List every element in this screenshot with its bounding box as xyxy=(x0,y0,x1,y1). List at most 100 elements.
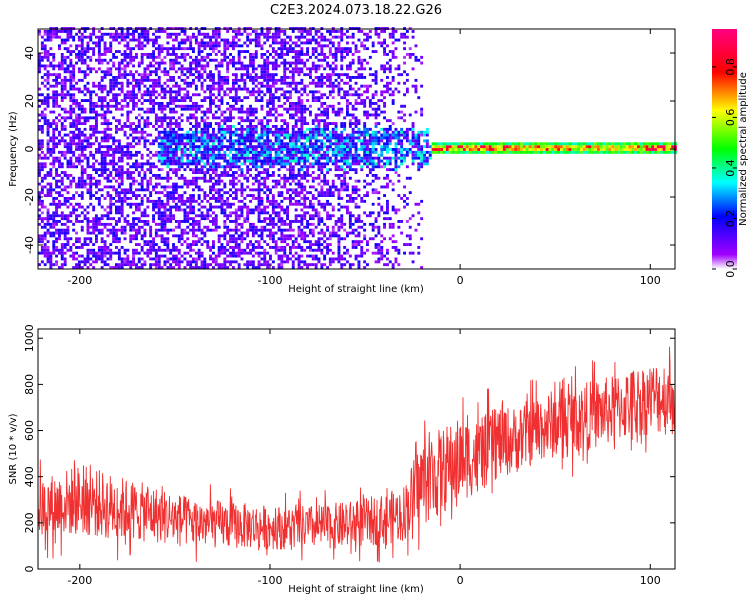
heatmap-cell xyxy=(129,53,133,56)
heatmap-cell xyxy=(189,246,193,249)
heatmap-cell xyxy=(309,205,312,209)
heatmap-cell xyxy=(223,257,227,261)
heatmap-cell xyxy=(189,99,193,102)
heatmap-cell xyxy=(291,125,295,128)
heatmap-cell xyxy=(86,260,90,264)
heatmap-cell xyxy=(132,99,135,102)
heatmap-cell xyxy=(311,202,315,206)
heatmap-cell xyxy=(103,70,107,74)
heatmap-cell xyxy=(95,217,98,221)
heatmap-cell xyxy=(309,113,312,117)
heatmap-cell xyxy=(132,30,135,33)
heatmap-cell xyxy=(174,162,178,166)
heatmap-cell xyxy=(52,234,56,238)
heatmap-cell xyxy=(283,78,287,82)
heatmap-cell xyxy=(237,116,241,120)
heatmap-cell xyxy=(269,228,272,232)
heatmap-cell xyxy=(203,231,207,235)
heatmap-cell xyxy=(58,220,61,223)
heatmap-cell xyxy=(115,199,118,203)
heatmap-cell xyxy=(223,165,227,169)
heatmap-cell xyxy=(303,185,307,189)
heatmap-cell xyxy=(300,93,304,97)
heatmap-cell xyxy=(169,58,173,62)
heatmap-cell xyxy=(240,99,244,102)
heatmap-cell xyxy=(243,139,247,143)
heatmap-cell xyxy=(257,234,261,238)
heatmap-cell xyxy=(297,162,301,166)
heatmap-cell xyxy=(100,102,104,105)
heatmap-cell xyxy=(226,102,230,105)
heatmap-cell xyxy=(220,142,224,146)
heatmap-cell xyxy=(129,222,133,226)
heatmap-cell xyxy=(209,87,212,91)
heatmap-cell xyxy=(166,165,170,169)
heatmap-cell xyxy=(220,145,224,149)
heatmap-cell xyxy=(300,35,304,39)
heatmap-cell xyxy=(277,194,281,197)
heatmap-cell xyxy=(300,165,304,169)
heatmap-cell xyxy=(43,263,47,267)
heatmap-cell xyxy=(109,99,113,102)
heatmap-cell xyxy=(274,133,278,137)
heatmap-cell xyxy=(323,136,327,140)
heatmap-cell xyxy=(303,197,307,200)
heatmap-cell xyxy=(72,99,76,102)
heatmap-cell xyxy=(220,125,224,128)
heatmap-cell xyxy=(92,81,96,85)
heatmap-cell xyxy=(169,162,173,166)
heatmap-cell xyxy=(100,122,104,125)
heatmap-cell xyxy=(89,191,93,195)
heatmap-cell xyxy=(260,127,264,131)
heatmap-cell xyxy=(123,220,127,223)
heatmap-cell xyxy=(43,50,47,53)
heatmap-cell xyxy=(103,50,107,53)
heatmap-cell xyxy=(46,171,50,174)
heatmap-cell xyxy=(160,142,164,146)
heatmap-cell xyxy=(249,243,252,246)
heatmap-cell xyxy=(240,185,244,189)
heatmap-cell xyxy=(260,107,264,111)
heatmap-cell xyxy=(112,202,116,206)
heatmap-cell xyxy=(106,185,110,189)
heatmap-cell xyxy=(254,246,258,249)
heatmap-cell xyxy=(38,234,41,238)
heatmap-cell xyxy=(123,171,127,174)
heatmap-cell xyxy=(206,162,210,166)
heatmap-cell xyxy=(154,139,158,143)
heatmap-cell xyxy=(286,176,289,180)
heatmap-cell xyxy=(115,130,118,134)
heatmap-cell xyxy=(280,263,284,267)
heatmap-cell xyxy=(126,113,130,117)
heatmap-cell xyxy=(311,234,315,238)
heatmap-cell xyxy=(66,240,70,244)
heatmap-cell xyxy=(166,156,170,160)
heatmap-cell xyxy=(92,217,96,221)
heatmap-cell xyxy=(303,90,307,94)
heatmap-cell xyxy=(280,113,284,117)
heatmap-cell xyxy=(294,246,298,249)
heatmap-cell xyxy=(209,70,212,74)
heatmap-cell xyxy=(192,222,195,226)
heatmap-cell xyxy=(246,251,250,255)
heatmap-cell xyxy=(306,263,309,267)
heatmap-cell xyxy=(172,266,175,269)
heatmap-cell xyxy=(154,174,158,177)
heatmap-cell xyxy=(152,142,155,146)
heatmap-cell xyxy=(152,214,155,218)
heatmap-cell xyxy=(249,38,252,42)
heatmap-cell xyxy=(206,199,210,203)
heatmap-cell xyxy=(140,211,144,215)
heatmap-cell xyxy=(323,76,327,79)
heatmap-cell xyxy=(314,116,318,120)
heatmap-cell xyxy=(120,76,124,79)
heatmap-cell xyxy=(326,243,329,246)
heatmap-cell xyxy=(129,176,133,180)
heatmap-cell xyxy=(154,70,158,74)
heatmap-cell xyxy=(326,217,329,221)
heatmap-cell xyxy=(260,70,264,74)
heatmap-cell xyxy=(303,130,307,134)
heatmap-cell xyxy=(120,205,124,209)
heatmap-cell xyxy=(286,179,289,183)
heatmap-cell xyxy=(123,99,127,102)
